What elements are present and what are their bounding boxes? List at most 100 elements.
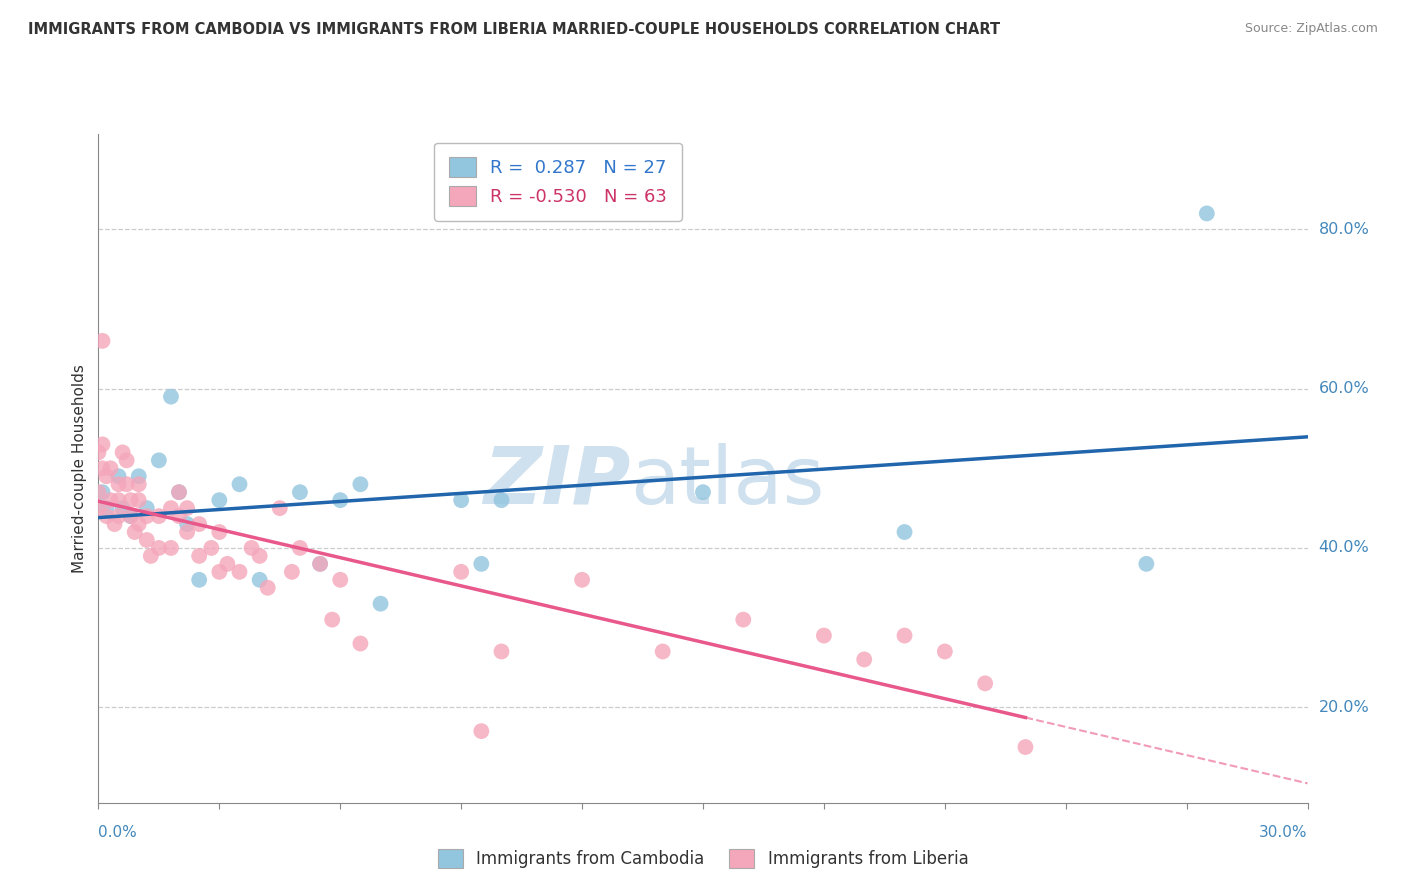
- Point: [91, 334, 114, 348]
- Point: [321, 613, 343, 627]
- Point: [470, 724, 492, 739]
- Text: 20.0%: 20.0%: [1319, 699, 1369, 714]
- Point: [1014, 740, 1036, 755]
- Point: [370, 597, 392, 611]
- Point: [120, 493, 142, 508]
- Point: [349, 477, 371, 491]
- Point: [288, 541, 311, 555]
- Point: [103, 517, 125, 532]
- Point: [281, 565, 304, 579]
- Text: ZIP: ZIP: [484, 442, 630, 521]
- Point: [309, 557, 332, 571]
- Point: [160, 501, 183, 516]
- Point: [249, 573, 271, 587]
- Point: [228, 565, 250, 579]
- Point: [135, 533, 157, 547]
- Point: [87, 501, 110, 516]
- Point: [813, 628, 835, 642]
- Point: [107, 493, 129, 508]
- Point: [128, 469, 150, 483]
- Point: [200, 541, 222, 555]
- Point: [853, 652, 876, 666]
- Point: [651, 644, 673, 658]
- Text: 60.0%: 60.0%: [1319, 381, 1369, 396]
- Point: [111, 445, 134, 459]
- Point: [217, 557, 239, 571]
- Point: [188, 573, 211, 587]
- Point: [176, 517, 198, 532]
- Point: [571, 573, 593, 587]
- Point: [733, 613, 755, 627]
- Point: [87, 445, 110, 459]
- Point: [107, 477, 129, 491]
- Point: [96, 501, 118, 516]
- Point: [1135, 557, 1157, 571]
- Point: [128, 517, 150, 532]
- Point: [309, 557, 332, 571]
- Point: [893, 524, 915, 539]
- Point: [91, 485, 114, 500]
- Point: [160, 390, 183, 404]
- Point: [470, 557, 492, 571]
- Point: [188, 549, 211, 563]
- Point: [1195, 206, 1218, 220]
- Point: [124, 524, 146, 539]
- Legend: Immigrants from Cambodia, Immigrants from Liberia: Immigrants from Cambodia, Immigrants fro…: [425, 836, 981, 881]
- Point: [160, 541, 183, 555]
- Point: [893, 628, 915, 642]
- Point: [111, 501, 134, 516]
- Point: [100, 493, 122, 508]
- Point: [934, 644, 956, 658]
- Y-axis label: Married-couple Households: Married-couple Households: [72, 364, 87, 573]
- Point: [148, 453, 170, 467]
- Text: atlas: atlas: [630, 442, 825, 521]
- Point: [188, 517, 211, 532]
- Point: [491, 493, 513, 508]
- Point: [120, 509, 142, 524]
- Point: [269, 501, 291, 516]
- Point: [256, 581, 278, 595]
- Point: [135, 501, 157, 516]
- Point: [167, 485, 190, 500]
- Point: [96, 469, 118, 483]
- Point: [491, 644, 513, 658]
- Point: [288, 485, 311, 500]
- Point: [329, 493, 352, 508]
- Point: [128, 493, 150, 508]
- Point: [91, 461, 114, 475]
- Text: Source: ZipAtlas.com: Source: ZipAtlas.com: [1244, 22, 1378, 36]
- Text: 0.0%: 0.0%: [98, 825, 138, 840]
- Point: [139, 549, 162, 563]
- Point: [208, 493, 231, 508]
- Text: 80.0%: 80.0%: [1319, 222, 1369, 237]
- Point: [167, 509, 190, 524]
- Point: [120, 509, 142, 524]
- Point: [176, 501, 198, 516]
- Point: [228, 477, 250, 491]
- Point: [240, 541, 263, 555]
- Point: [96, 509, 118, 524]
- Point: [135, 509, 157, 524]
- Point: [349, 636, 371, 650]
- Point: [107, 509, 129, 524]
- Text: 30.0%: 30.0%: [1260, 825, 1308, 840]
- Text: IMMIGRANTS FROM CAMBODIA VS IMMIGRANTS FROM LIBERIA MARRIED-COUPLE HOUSEHOLDS CO: IMMIGRANTS FROM CAMBODIA VS IMMIGRANTS F…: [28, 22, 1000, 37]
- Point: [148, 509, 170, 524]
- Point: [107, 469, 129, 483]
- Point: [87, 485, 110, 500]
- Point: [115, 477, 138, 491]
- Point: [249, 549, 271, 563]
- Point: [167, 485, 190, 500]
- Point: [91, 437, 114, 451]
- Point: [208, 565, 231, 579]
- Point: [176, 524, 198, 539]
- Point: [115, 453, 138, 467]
- Point: [450, 565, 472, 579]
- Point: [208, 524, 231, 539]
- Point: [100, 461, 122, 475]
- Point: [692, 485, 714, 500]
- Point: [148, 541, 170, 555]
- Text: 40.0%: 40.0%: [1319, 541, 1369, 556]
- Point: [450, 493, 472, 508]
- Point: [974, 676, 997, 690]
